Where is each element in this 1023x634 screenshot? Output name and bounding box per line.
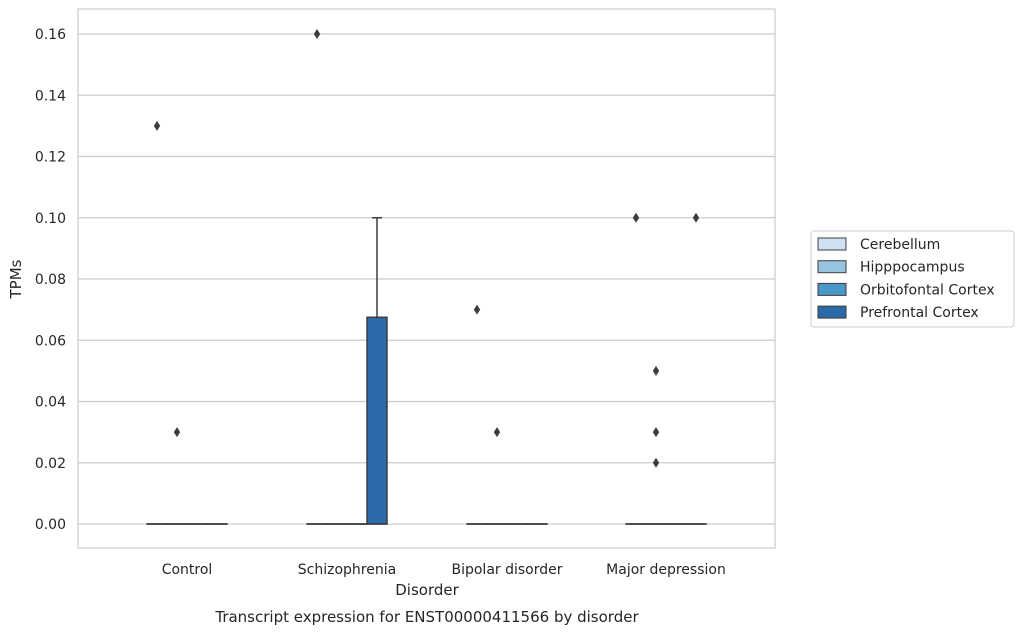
y-axis-ticks: 0.00 0.02 0.04 0.06 0.08 0.10 0.12 0.14 0.16 xyxy=(35,27,66,533)
y-tick-label: 0.12 xyxy=(35,150,66,166)
x-axis-label: Disorder xyxy=(395,581,459,599)
y-tick-label: 0.02 xyxy=(35,456,66,472)
legend-swatch xyxy=(817,260,847,274)
outlier-point xyxy=(153,120,161,131)
y-tick-label: 0.16 xyxy=(35,27,66,43)
legend-swatch xyxy=(817,282,847,296)
legend-label: Orbitofontal Cortex xyxy=(860,282,995,298)
legend-label: Hipppocampus xyxy=(860,260,965,276)
outlier-point xyxy=(652,365,660,376)
y-tick-label: 0.08 xyxy=(35,272,66,288)
chart-caption: Transcript expression for ENST0000041156… xyxy=(214,608,639,626)
box-3-3 xyxy=(685,212,707,525)
y-tick-label: 0.00 xyxy=(35,517,66,533)
outlier-point xyxy=(692,212,700,223)
plot-area-frame xyxy=(77,8,776,549)
legend-swatch xyxy=(817,237,847,251)
outlier-point xyxy=(652,457,660,468)
box-1-0 xyxy=(306,29,328,525)
legend-label: Prefrontal Cortex xyxy=(860,305,979,321)
outlier-point xyxy=(652,427,660,438)
box-1-3 xyxy=(366,217,388,525)
y-tick-label: 0.14 xyxy=(35,88,66,104)
outlier-point xyxy=(313,29,321,39)
box-groups xyxy=(146,29,707,525)
outlier-point xyxy=(493,427,501,438)
legend-item: Orbitofontal Cortex xyxy=(817,282,995,298)
y-tick-label: 0.06 xyxy=(35,333,66,349)
legend-item: Prefrontal Cortex xyxy=(817,305,979,321)
box-2-1 xyxy=(486,427,508,525)
x-axis-ticks: Control Schizophrenia Bipolar disorder Majo… xyxy=(162,562,726,578)
outlier-point xyxy=(173,427,181,438)
legend-item: Cerebellum xyxy=(817,237,940,253)
legend-swatch xyxy=(817,305,847,319)
x-tick-label: Major depression xyxy=(606,562,726,578)
y-tick-label: 0.04 xyxy=(35,395,66,411)
y-tick-label: 0.10 xyxy=(35,211,66,227)
x-tick-label: Bipolar disorder xyxy=(451,562,562,578)
legend-label: Cerebellum xyxy=(860,237,940,253)
outlier-point xyxy=(473,304,481,315)
legend-item: Hipppocampus xyxy=(817,260,965,276)
y-axis-label: TPMs xyxy=(7,259,25,299)
legend: Cerebellum Hipppocampus Orbitofontal Corte… xyxy=(810,230,1015,328)
x-tick-label: Schizophrenia xyxy=(298,562,396,578)
x-tick-label: Control xyxy=(162,562,213,578)
legend-frame xyxy=(810,230,1015,328)
outlier-point xyxy=(632,212,640,223)
box-body xyxy=(366,316,388,525)
